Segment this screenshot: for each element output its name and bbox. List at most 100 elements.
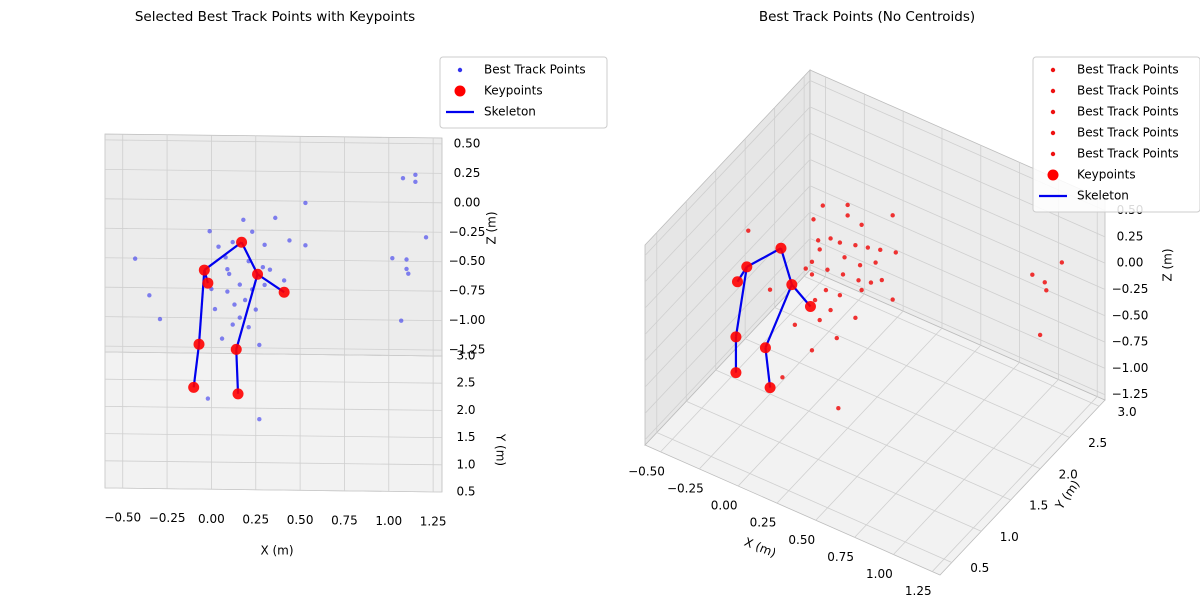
tick-label: 0.00 bbox=[711, 499, 738, 513]
track-point bbox=[837, 293, 843, 298]
keypoint bbox=[202, 277, 214, 289]
legend-label: Best Track Points bbox=[484, 63, 586, 77]
track-point bbox=[237, 315, 242, 320]
track-point bbox=[812, 297, 818, 303]
grid-line bbox=[809, 264, 1106, 396]
grid-line bbox=[809, 238, 1106, 369]
keypoint bbox=[730, 331, 742, 343]
track-point bbox=[823, 287, 829, 293]
track-point bbox=[147, 293, 152, 298]
track-point bbox=[873, 260, 878, 265]
keypoint bbox=[730, 367, 742, 379]
track-point bbox=[817, 317, 822, 323]
tick-label: 0.00 bbox=[454, 195, 481, 209]
grid-line bbox=[854, 362, 1020, 538]
tick-label: −0.75 bbox=[449, 284, 486, 298]
grid-line bbox=[104, 406, 443, 411]
track-point bbox=[303, 243, 308, 248]
tick-label: 2.5 bbox=[1088, 436, 1107, 450]
track-point bbox=[893, 250, 898, 255]
legend: Best Track Points Best Track Points Best T… bbox=[1032, 56, 1200, 213]
axis-label: Y (m) bbox=[1052, 478, 1083, 513]
keypoint bbox=[198, 264, 210, 276]
grid-line bbox=[699, 293, 865, 470]
tick-label: 3.0 bbox=[1118, 405, 1137, 419]
chart-title: Selected Best Track Points with Keypoint… bbox=[135, 9, 415, 25]
grid-line bbox=[644, 238, 811, 414]
track-point bbox=[890, 213, 895, 218]
tick-label: 0.00 bbox=[1117, 256, 1144, 270]
tick-label: 2.0 bbox=[456, 403, 475, 417]
track-point bbox=[879, 277, 885, 283]
chart-title: Best Track Points (No Centroids) bbox=[759, 9, 975, 25]
floor-pane bbox=[104, 351, 443, 493]
legend-label: Best Track Points bbox=[1077, 126, 1179, 140]
skeleton-bone bbox=[203, 241, 243, 271]
grid-line bbox=[104, 460, 443, 466]
track-point bbox=[287, 238, 292, 243]
tick-label: −0.25 bbox=[667, 481, 704, 495]
track-point bbox=[207, 229, 212, 234]
track-point bbox=[865, 245, 871, 250]
track-point bbox=[262, 242, 267, 248]
grid-line bbox=[644, 106, 811, 283]
track-point bbox=[404, 257, 409, 262]
track-point bbox=[404, 266, 409, 272]
track-point bbox=[413, 179, 418, 185]
track-point bbox=[1037, 332, 1043, 338]
keypoint bbox=[236, 236, 248, 248]
legend-label: Skeleton bbox=[484, 105, 536, 119]
track-point bbox=[842, 255, 847, 260]
tick-label: −0.50 bbox=[104, 511, 141, 525]
track-point bbox=[406, 271, 411, 276]
axis-label: Y (m) bbox=[494, 433, 508, 466]
skeleton-bone bbox=[235, 273, 259, 350]
tick-label: −1.00 bbox=[449, 313, 486, 327]
track-point bbox=[246, 324, 251, 330]
keypoint bbox=[759, 342, 771, 354]
tick-label: 0.75 bbox=[331, 513, 358, 527]
grid-line bbox=[656, 432, 952, 563]
legend-marker bbox=[1050, 151, 1056, 157]
keypoint bbox=[786, 279, 798, 291]
grid-line bbox=[104, 351, 443, 357]
tick-label: 0.25 bbox=[242, 512, 269, 526]
grid-line bbox=[660, 276, 826, 453]
track-point bbox=[225, 266, 230, 272]
track-point bbox=[1044, 288, 1049, 293]
grid-line bbox=[104, 433, 443, 438]
legend-label: Keypoints bbox=[484, 84, 543, 98]
legend-marker bbox=[1050, 88, 1056, 94]
legend-label: Best Track Points bbox=[1077, 147, 1179, 161]
track-point bbox=[767, 287, 773, 292]
track-point bbox=[257, 342, 262, 348]
legend-marker bbox=[1047, 169, 1059, 181]
grid-line bbox=[104, 227, 443, 233]
track-point bbox=[840, 272, 846, 277]
tick-label: −1.00 bbox=[1112, 361, 1149, 375]
grid-line bbox=[815, 344, 982, 521]
track-point bbox=[856, 278, 861, 283]
skeleton-bone bbox=[734, 266, 748, 337]
track-point bbox=[845, 202, 850, 208]
grid-line bbox=[644, 211, 811, 388]
track-point bbox=[1059, 260, 1065, 265]
back-pane bbox=[104, 133, 443, 357]
tick-label: 0.25 bbox=[750, 516, 777, 530]
tick-label: −0.50 bbox=[1112, 308, 1149, 322]
grid-line bbox=[803, 275, 1100, 407]
keypoint bbox=[775, 242, 787, 254]
grid-line bbox=[809, 106, 1106, 238]
track-point bbox=[250, 229, 255, 234]
axis-label: Z (m) bbox=[485, 211, 499, 244]
track-point bbox=[834, 335, 839, 341]
track-point bbox=[837, 240, 843, 245]
tick-label: 1.5 bbox=[456, 430, 475, 444]
track-point bbox=[241, 217, 246, 223]
tick-label: −0.25 bbox=[1112, 282, 1149, 296]
grid-line bbox=[104, 286, 443, 292]
tick-label: 0.5 bbox=[970, 561, 989, 575]
tick-label: 0.50 bbox=[287, 513, 314, 527]
keypoint bbox=[764, 382, 776, 394]
grid-line bbox=[715, 369, 1011, 501]
